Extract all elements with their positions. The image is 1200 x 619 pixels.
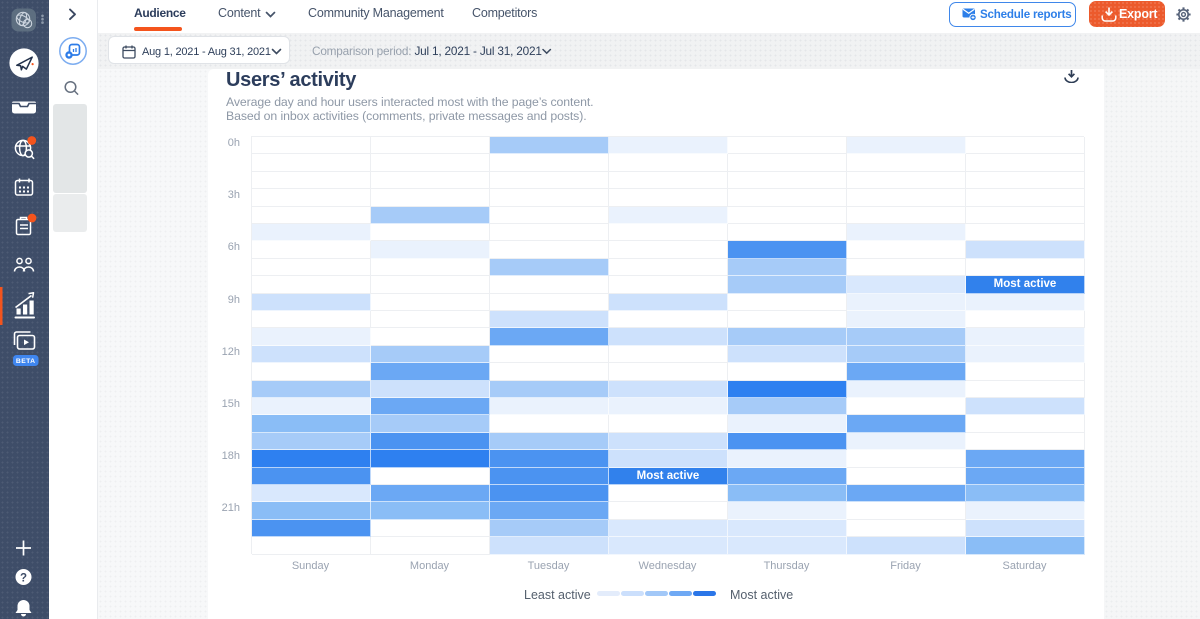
svg-text:BETA: BETA (16, 358, 36, 365)
svg-text:?: ? (20, 573, 27, 585)
